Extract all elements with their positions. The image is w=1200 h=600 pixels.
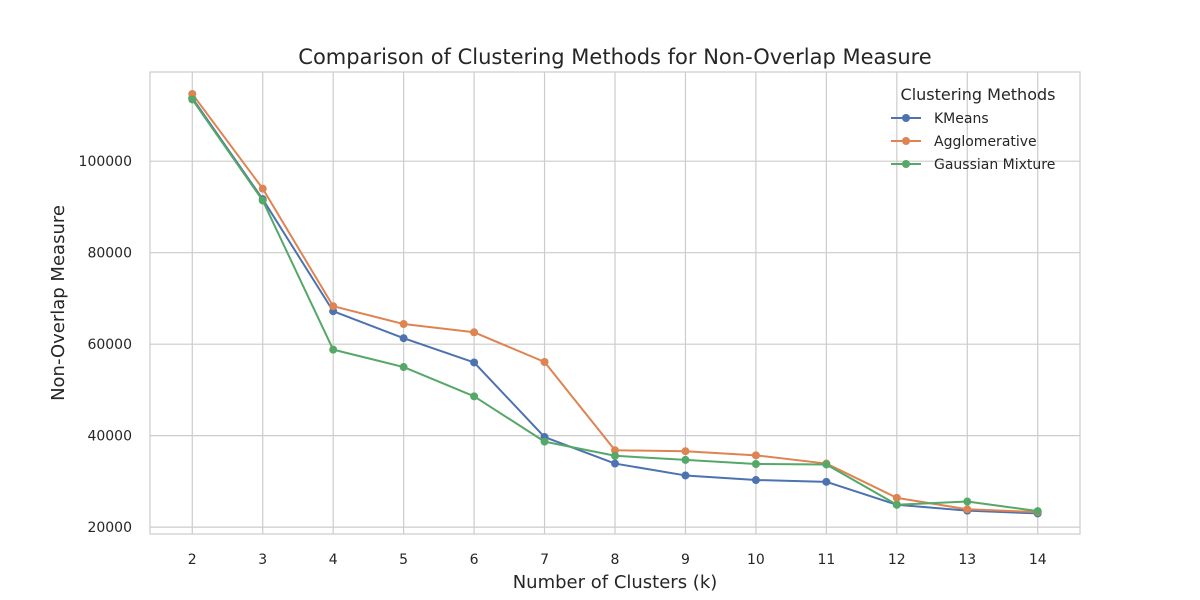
data-point [1033, 507, 1042, 516]
x-axis-ticks: 2 3 4 5 6 7 8 9 10 11 12 13 14 [188, 552, 1047, 568]
legend-label: Agglomerative [934, 134, 1037, 150]
data-point [470, 358, 479, 367]
data-point [470, 392, 479, 401]
data-point [892, 493, 901, 502]
data-point [258, 184, 267, 193]
data-point [963, 497, 972, 506]
x-tick-label: 5 [399, 552, 408, 568]
data-point [540, 437, 549, 446]
legend-marker [902, 160, 910, 168]
x-tick-label: 7 [540, 552, 549, 568]
plot-area-frame [149, 71, 1081, 535]
y-tick-label: 100000 [79, 154, 132, 170]
data-point [751, 476, 760, 485]
legend-item: Agglomerative [891, 134, 1037, 150]
data-point [751, 451, 760, 460]
x-tick-label: 12 [888, 552, 906, 568]
data-point [681, 447, 690, 456]
data-point [329, 302, 338, 311]
data-point [399, 334, 408, 343]
legend-title: Clustering Methods [901, 85, 1056, 104]
legend-items: KMeans Agglomerative Gaussian Mixture [891, 111, 1055, 173]
legend-item: KMeans [891, 111, 989, 127]
data-point [399, 363, 408, 372]
data-point [681, 455, 690, 464]
y-axis-ticks: 20000 40000 60000 80000 100000 [79, 154, 132, 536]
data-point [470, 328, 479, 337]
series-agglomerative [188, 89, 1042, 517]
data-point [188, 89, 197, 98]
legend: Clustering Methods KMeans Agglomerative Ga… [891, 85, 1055, 173]
x-tick-label: 2 [188, 552, 197, 568]
data-point [892, 500, 901, 509]
series-gaussian-mixture [188, 95, 1042, 516]
chart-title: Comparison of Clustering Methods for Non… [298, 45, 931, 69]
legend-marker [902, 114, 910, 122]
data-point [611, 459, 619, 468]
legend-label: KMeans [934, 111, 989, 127]
data-point [822, 477, 831, 486]
x-tick-label: 9 [681, 552, 690, 568]
data-point [258, 196, 267, 205]
data-point [822, 460, 831, 469]
data-point [751, 460, 760, 469]
x-tick-label: 14 [1029, 552, 1047, 568]
legend-label: Gaussian Mixture [934, 157, 1055, 173]
data-point [963, 505, 972, 514]
data-point [611, 451, 619, 460]
legend-marker [902, 137, 910, 145]
y-tick-label: 60000 [87, 337, 132, 353]
data-point [611, 446, 619, 455]
x-tick-label: 4 [329, 552, 338, 568]
y-tick-label: 80000 [87, 246, 132, 262]
x-tick-label: 3 [258, 552, 267, 568]
x-axis-title: Number of Clusters (k) [513, 572, 718, 593]
x-tick-label: 10 [747, 552, 765, 568]
data-point [681, 471, 690, 480]
legend-item: Gaussian Mixture [891, 157, 1055, 173]
x-tick-label: 11 [817, 552, 835, 568]
data-point [329, 345, 338, 354]
grid [150, 72, 1080, 534]
y-axis-title: Non-Overlap Measure [48, 205, 69, 401]
data-point [399, 320, 408, 329]
y-tick-label: 20000 [87, 520, 132, 536]
series-group [188, 89, 1042, 518]
y-tick-label: 40000 [87, 429, 132, 445]
data-point [540, 358, 549, 367]
x-tick-label: 8 [611, 552, 620, 568]
x-tick-label: 13 [958, 552, 976, 568]
data-point [188, 95, 197, 104]
x-tick-label: 6 [470, 552, 479, 568]
